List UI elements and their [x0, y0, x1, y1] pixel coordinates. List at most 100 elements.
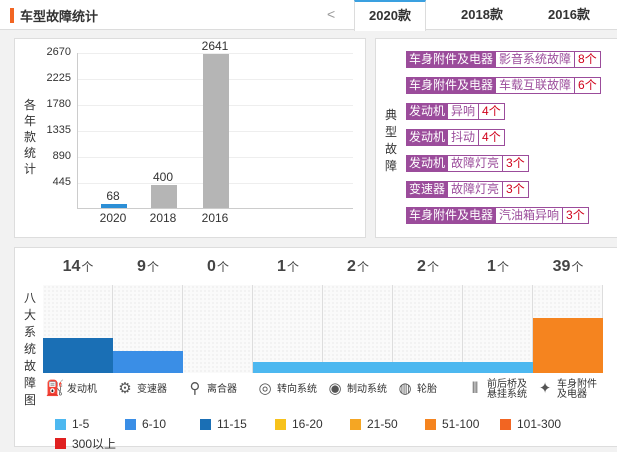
system-count: 1个: [463, 258, 533, 276]
system-level-box: [463, 285, 533, 373]
system-count-unit: 个: [81, 260, 94, 274]
system-count-value: 1: [277, 258, 286, 275]
system-count-unit: 个: [496, 260, 509, 274]
legend-item: 51-100: [425, 417, 479, 431]
fault-category: 车身附件及电器: [406, 51, 497, 68]
system-count-value: 14: [62, 258, 81, 275]
system-name: 变速器: [137, 384, 167, 395]
system-name: 转向系统: [277, 384, 317, 395]
system-name: 轮胎: [417, 384, 437, 395]
system-level-fill: [43, 337, 113, 373]
fault-category: 车身附件及电器: [406, 77, 497, 94]
fault-item[interactable]: 发动机 异响 4个: [406, 103, 505, 120]
legend-label: 51-100: [442, 417, 480, 431]
system-level-box: [533, 285, 603, 373]
fault-category: 变速器: [406, 181, 449, 198]
system-count-value: 0: [207, 258, 216, 275]
fault-name: 车载互联故障: [496, 77, 576, 94]
fault-count: 6个: [575, 77, 601, 94]
system-level-fill: [323, 361, 393, 373]
system-count: 39个: [533, 258, 603, 276]
system-level-box: [113, 285, 183, 373]
plot-area: [77, 53, 353, 209]
system-name: 制动系统: [347, 384, 387, 395]
system-level-box: [43, 285, 113, 373]
system-count-value: 2: [417, 258, 426, 275]
y-tick-label: 2670: [46, 46, 71, 58]
system-count-value: 39: [552, 258, 571, 275]
system-count-value: 2: [347, 258, 356, 275]
fault-category: 发动机: [406, 103, 449, 120]
legend-label: 16-20: [292, 417, 323, 431]
fault-count: 4个: [479, 103, 505, 120]
y-tick-label: 2225: [46, 72, 71, 84]
system-count: 0个: [183, 258, 253, 276]
fault-count: 3个: [503, 155, 529, 172]
legend-item: 101-300: [500, 417, 561, 431]
system-level-box: [393, 285, 463, 373]
legend-label: 6-10: [142, 417, 167, 431]
system-count-value: 1: [487, 258, 496, 275]
system-count: 14个: [43, 258, 113, 276]
system-count-unit: 个: [216, 260, 229, 274]
fault-category: 车身附件及电器: [406, 207, 497, 224]
system-count: 9个: [113, 258, 183, 276]
legend-label: 11-15: [217, 417, 247, 431]
y-tick-label: 1780: [46, 98, 71, 110]
fault-item[interactable]: 车身附件及电器 影音系统故障 8个: [406, 51, 601, 68]
system-name: 发动机: [67, 384, 97, 395]
prev-arrow-icon[interactable]: <: [327, 6, 336, 22]
fault-count: 8个: [575, 51, 601, 68]
legend-swatch: [425, 418, 436, 430]
steering-wheel-icon: ◎: [258, 380, 272, 397]
system-count-unit: 个: [571, 260, 584, 274]
x-tick-label: 2020: [99, 211, 127, 225]
fault-item[interactable]: 车身附件及电器 车载互联故障 6个: [406, 77, 601, 94]
system-count: 2个: [323, 258, 393, 276]
legend-swatch: [55, 438, 66, 449]
legend-label: 1-5: [72, 417, 90, 431]
typical-faults-label: 典型故障: [384, 108, 397, 173]
system-level-box: [183, 285, 253, 373]
bar-2016[interactable]: [203, 53, 229, 208]
system-level-fill: [393, 361, 463, 373]
bar-value-label: 400: [152, 169, 174, 184]
system-level-fill: [253, 361, 323, 373]
legend-swatch: [200, 418, 211, 430]
legend-swatch: [55, 418, 66, 430]
title-accent-bar: [10, 8, 14, 23]
suspension-icon: ⫴: [471, 380, 479, 397]
legend-label: 21-50: [367, 417, 398, 431]
eight-systems-panel: 八大系统故障图 14个 ⛽ 发动机 9个 ⚙ 变速器 0个 ⚲ 离合器 1个 ◎ 转向系统 2个 ◉ 制动系…: [14, 247, 617, 451]
brake-disc-icon: ◉: [328, 380, 342, 397]
system-level-fill: [113, 351, 183, 373]
legend-label: 101-300: [517, 417, 562, 431]
fault-count: 3个: [563, 207, 589, 224]
system-count-value: 9: [137, 258, 146, 275]
legend-swatch: [500, 418, 511, 430]
fault-item[interactable]: 发动机 抖动 4个: [406, 129, 505, 146]
tab-2016[interactable]: 2016款: [548, 7, 590, 22]
year-chart-panel: 各年款统计 445 890 1335 1780 2225 2670 68 2020 400 201…: [14, 38, 366, 238]
bar-value-label: 2641: [201, 38, 229, 53]
clutch-icon: ⚲: [189, 380, 201, 397]
fault-name: 故障灯亮: [448, 155, 504, 172]
tab-2020[interactable]: 2020款: [354, 0, 426, 31]
x-tick-label: 2018: [149, 211, 177, 225]
fault-category: 发动机: [406, 129, 449, 146]
system-name: 离合器: [207, 384, 237, 395]
eight-systems-label: 八大系统故障图: [23, 291, 36, 407]
system-count-unit: 个: [426, 260, 439, 274]
header-bar: 车型故障统计 < 2020款 2018款 2016款: [0, 0, 617, 31]
system-name: 前后桥及悬挂系统: [487, 379, 527, 400]
bar-2020[interactable]: [101, 204, 127, 208]
system-name: 车身附件及电器: [557, 379, 597, 400]
body-electrical-icon: ✦: [538, 380, 552, 397]
system-count-unit: 个: [146, 260, 159, 274]
tab-2018[interactable]: 2018款: [461, 7, 503, 22]
fault-item[interactable]: 发动机 故障灯亮 3个: [406, 155, 529, 172]
fault-item[interactable]: 车身附件及电器 汽油箱异响 3个: [406, 207, 589, 224]
fault-item[interactable]: 变速器 故障灯亮 3个: [406, 181, 529, 198]
bar-2018[interactable]: [151, 184, 177, 208]
y-tick-label: 1335: [46, 124, 71, 136]
